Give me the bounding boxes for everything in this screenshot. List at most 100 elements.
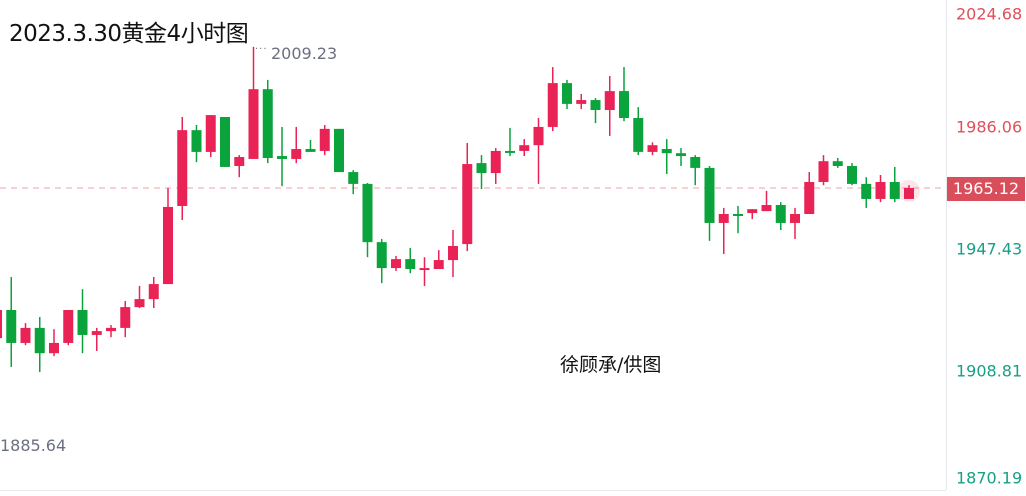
candle [433, 250, 444, 270]
high-marker-dots: ··· [255, 44, 268, 55]
candle-body [704, 167, 715, 223]
candle-body [804, 181, 815, 214]
candle [106, 325, 116, 338]
candle [818, 155, 829, 186]
candle-body [248, 89, 259, 159]
candle-body [790, 213, 800, 223]
candle [619, 67, 629, 122]
watermark-credit: 徐顾承/供图 [560, 354, 662, 376]
candle [861, 177, 872, 208]
candle-body [690, 157, 701, 168]
current-price-label: 1965.12 [947, 177, 1025, 201]
candle [733, 205, 743, 234]
candle [191, 125, 202, 163]
candle [505, 127, 515, 157]
candle [20, 323, 31, 346]
candle-body [604, 91, 615, 110]
candles [0, 46, 914, 373]
candle-body [49, 342, 59, 354]
candle-body [889, 181, 900, 199]
candle-body [106, 327, 116, 332]
candle [348, 170, 359, 195]
high-price-label: 2009.23 [271, 44, 338, 63]
candle [633, 107, 644, 156]
candle [804, 172, 815, 214]
candle-body [747, 209, 758, 214]
candle-body [661, 149, 672, 154]
candle [319, 125, 330, 156]
candle [847, 163, 857, 186]
candle-body [433, 260, 444, 270]
candle-body [405, 259, 416, 270]
candle-body [120, 307, 131, 328]
candle [205, 115, 216, 158]
candle-body [319, 128, 330, 151]
candle [120, 301, 131, 338]
candle [547, 67, 558, 132]
candle-body [547, 83, 558, 127]
candle-body [533, 126, 544, 146]
candle [576, 93, 587, 110]
candle [391, 255, 401, 271]
candle [647, 142, 658, 156]
candle [790, 207, 800, 239]
candle [177, 117, 188, 221]
candle [661, 139, 672, 174]
candle-body [63, 309, 74, 343]
price-tick-label: 2024.68 [956, 4, 1023, 24]
candle [291, 126, 302, 164]
candle-body [305, 149, 316, 152]
candle [277, 126, 287, 187]
candle [775, 202, 786, 230]
candle-body [362, 183, 373, 243]
candle [590, 98, 601, 124]
candle-body [191, 130, 202, 152]
candle [676, 148, 686, 166]
candle [519, 139, 530, 157]
candle-body [818, 161, 829, 182]
candle-body [775, 205, 786, 223]
candle-body [861, 183, 872, 199]
candle-body [334, 128, 344, 173]
candle-body [676, 153, 686, 157]
candle [163, 188, 173, 285]
candle [690, 155, 701, 186]
candle-body [134, 299, 145, 308]
candle-body [0, 309, 2, 339]
candle [49, 329, 59, 357]
candle-body [20, 327, 31, 343]
candle-body [419, 268, 430, 271]
candle-body [376, 242, 387, 269]
candle [362, 182, 373, 258]
candle [875, 174, 886, 203]
candle [334, 128, 344, 173]
candle [6, 277, 17, 367]
candle [889, 166, 900, 203]
candle-body [847, 165, 857, 184]
candle-body [619, 91, 629, 118]
price-tick-label: 1947.43 [956, 239, 1023, 259]
candle-body [733, 213, 743, 216]
candle-body [220, 117, 230, 167]
candle [248, 46, 259, 159]
candle-body [262, 89, 273, 158]
candle [562, 79, 572, 110]
candle-body [519, 145, 530, 151]
candle-body [205, 115, 216, 152]
candle [134, 285, 145, 309]
price-tick-label: 1986.06 [956, 117, 1023, 137]
candle [220, 117, 230, 167]
candle-body [476, 163, 487, 174]
candle-body [91, 331, 102, 335]
candle [77, 289, 88, 354]
candle [747, 209, 758, 220]
candle [262, 79, 273, 164]
candle [91, 327, 102, 351]
price-tick-label: 1870.19 [956, 468, 1023, 488]
low-price-label: 1885.64 [0, 436, 67, 455]
candle [476, 155, 487, 190]
candle-body [277, 156, 287, 159]
candle [761, 190, 772, 212]
candle-body [505, 150, 515, 153]
candle [904, 185, 914, 199]
